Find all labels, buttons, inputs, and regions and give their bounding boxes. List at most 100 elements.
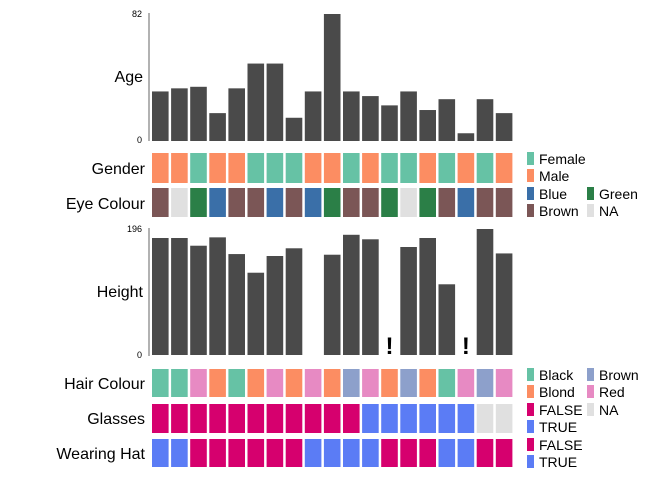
height-bar-19 bbox=[495, 253, 513, 355]
hair-tile-16 bbox=[438, 369, 456, 397]
gender-tile-8 bbox=[285, 153, 303, 183]
eye-tile-17 bbox=[457, 188, 475, 217]
height-bar-1 bbox=[152, 238, 169, 355]
hair-tile-5 bbox=[228, 369, 245, 397]
height-bar-5 bbox=[228, 254, 245, 355]
hat-legend-swatch-false bbox=[527, 438, 534, 451]
age-bar-12 bbox=[362, 96, 379, 141]
hair-colour-row-label: Hair Colour bbox=[64, 376, 146, 393]
hair-tile-4 bbox=[209, 369, 226, 397]
hat-tile-10 bbox=[323, 439, 341, 467]
height-bar-3 bbox=[190, 245, 207, 355]
glasses-legend-label-na: NA bbox=[599, 402, 619, 418]
eye-tile-10 bbox=[323, 188, 341, 217]
glasses-tile-17 bbox=[457, 404, 475, 433]
hat-tile-3 bbox=[190, 439, 207, 467]
age-bar-16 bbox=[438, 99, 456, 141]
glasses-tile-15 bbox=[419, 404, 436, 433]
age-bar-2 bbox=[171, 88, 188, 141]
age-bar-17 bbox=[457, 133, 475, 141]
gender-tile-16 bbox=[438, 153, 456, 183]
height-bar-6 bbox=[247, 272, 265, 355]
age-bar-4 bbox=[209, 113, 226, 141]
gender-tile-3 bbox=[190, 153, 207, 183]
glasses-tile-9 bbox=[304, 404, 322, 433]
eye-legend-label-na: NA bbox=[599, 203, 619, 219]
age-bar-7 bbox=[266, 63, 284, 141]
gender-tile-14 bbox=[400, 153, 417, 183]
hair-legend-label-black: Black bbox=[539, 367, 574, 383]
glasses-tile-13 bbox=[381, 404, 398, 433]
eye-tile-15 bbox=[419, 188, 436, 217]
hair-tile-12 bbox=[362, 369, 379, 397]
eye-tile-18 bbox=[476, 188, 494, 217]
eye-legend-swatch-blue bbox=[527, 187, 534, 200]
age-bar-11 bbox=[343, 91, 360, 141]
height-bar-18 bbox=[476, 229, 494, 355]
hat-tile-13 bbox=[381, 439, 398, 467]
glasses-legend-swatch-na bbox=[587, 403, 594, 416]
eye-legend-label-blue: Blue bbox=[539, 186, 567, 202]
chart-marks: !! bbox=[152, 14, 513, 467]
age-bar-6 bbox=[247, 63, 265, 141]
hat-tile-2 bbox=[171, 439, 188, 467]
height-bar-10 bbox=[323, 254, 341, 355]
glasses-tile-1 bbox=[152, 404, 169, 433]
age-bar-19 bbox=[495, 113, 513, 141]
gender-row-label: Gender bbox=[92, 161, 146, 178]
hair-tile-2 bbox=[171, 369, 188, 397]
hair-tile-8 bbox=[285, 369, 303, 397]
eye-tile-6 bbox=[247, 188, 265, 217]
hair-tile-19 bbox=[495, 369, 513, 397]
gender-tile-13 bbox=[381, 153, 398, 183]
age-bar-5 bbox=[228, 88, 245, 141]
height-bar-12 bbox=[362, 239, 379, 355]
hat-tile-11 bbox=[343, 439, 360, 467]
glasses-tile-4 bbox=[209, 404, 226, 433]
age-bar-9 bbox=[304, 91, 322, 141]
gender-legend-swatch-female bbox=[527, 152, 534, 165]
eye-tile-7 bbox=[266, 188, 284, 217]
hat-legend-label-false: FALSE bbox=[539, 437, 583, 453]
hat-tile-1 bbox=[152, 439, 169, 467]
hat-tile-15 bbox=[419, 439, 436, 467]
eye-tile-1 bbox=[152, 188, 169, 217]
height-missing-marker-17: ! bbox=[462, 333, 470, 360]
hair-legend-swatch-red bbox=[587, 385, 594, 398]
gender-tile-12 bbox=[362, 153, 379, 183]
hat-legend-label-true: TRUE bbox=[539, 454, 577, 470]
hat-tile-17 bbox=[457, 439, 475, 467]
hat-tile-9 bbox=[304, 439, 322, 467]
hair-tile-15 bbox=[419, 369, 436, 397]
gender-tile-9 bbox=[304, 153, 322, 183]
glasses-tile-2 bbox=[171, 404, 188, 433]
hair-tile-13 bbox=[381, 369, 398, 397]
gender-tile-6 bbox=[247, 153, 265, 183]
hair-tile-6 bbox=[247, 369, 265, 397]
hair-tile-14 bbox=[400, 369, 417, 397]
hair-legend-label-red: Red bbox=[599, 384, 625, 400]
glasses-tile-6 bbox=[247, 404, 265, 433]
eye-legend-label-green: Green bbox=[599, 186, 638, 202]
height-bar-8 bbox=[285, 248, 303, 355]
gender-tile-10 bbox=[323, 153, 341, 183]
gender-tile-5 bbox=[228, 153, 245, 183]
eye-legend-swatch-green bbox=[587, 187, 594, 200]
hat-legend-swatch-true bbox=[527, 455, 534, 468]
wearing-hat-row-label: Wearing Hat bbox=[56, 446, 145, 463]
gender-legend-label-male: Male bbox=[539, 168, 570, 184]
gender-legend-label-female: Female bbox=[539, 151, 586, 167]
height-bar-11 bbox=[343, 234, 360, 355]
glasses-tile-5 bbox=[228, 404, 245, 433]
gender-tile-19 bbox=[495, 153, 513, 183]
eye-tile-16 bbox=[438, 188, 456, 217]
eye-tile-13 bbox=[381, 188, 398, 217]
eye-legend-swatch-brown bbox=[527, 204, 534, 217]
hair-tile-3 bbox=[190, 369, 207, 397]
gender-tile-15 bbox=[419, 153, 436, 183]
gender-tile-4 bbox=[209, 153, 226, 183]
glasses-legend-label-true: TRUE bbox=[539, 419, 577, 435]
glasses-legend-swatch-false bbox=[527, 403, 534, 416]
eye-tile-11 bbox=[343, 188, 360, 217]
